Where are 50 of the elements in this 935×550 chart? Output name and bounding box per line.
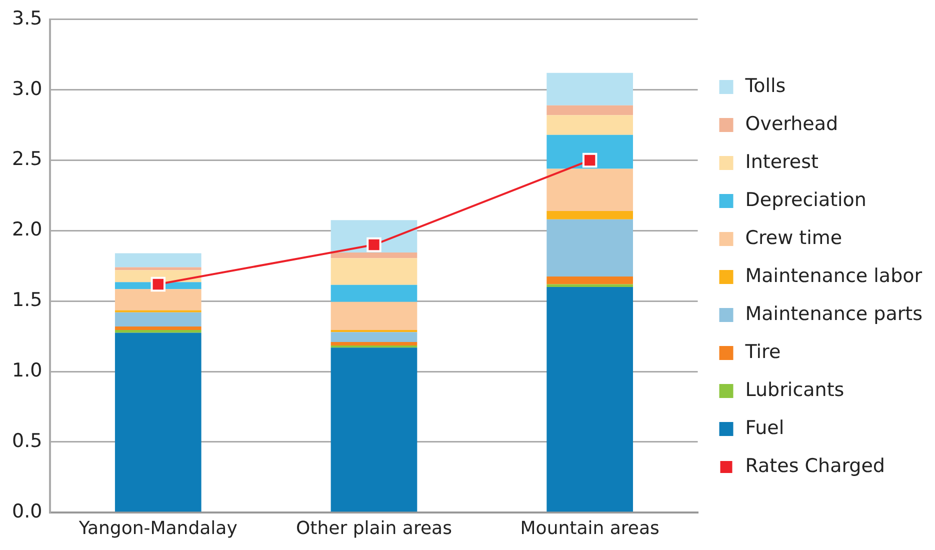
x-tick-label: Yangon-Mandalay [78, 518, 238, 539]
y-tick-label: 1.0 [12, 359, 42, 382]
bar [330, 348, 418, 512]
legend-label: Depreciation [745, 188, 866, 211]
bar [546, 219, 633, 276]
bar [114, 312, 202, 326]
bar [546, 134, 633, 169]
point [582, 152, 598, 168]
legend-label: Tire [744, 340, 781, 363]
bar [330, 252, 418, 258]
bar [114, 326, 202, 330]
bar [546, 168, 633, 211]
y-tick-label: 2.0 [12, 218, 42, 241]
bar [330, 330, 418, 332]
bar [330, 342, 418, 346]
bar [546, 105, 633, 116]
point [366, 237, 382, 252]
bar [330, 302, 418, 330]
legend-label: Rates Charged [745, 454, 885, 477]
bar [330, 258, 418, 285]
y-tick-label: 1.5 [12, 289, 42, 312]
bar [546, 210, 633, 220]
y-tick-label: 3.5 [12, 7, 42, 30]
bar [114, 289, 202, 310]
bar [330, 345, 418, 348]
y-tick-label: 2.5 [12, 148, 42, 170]
legend-label: Tolls [744, 74, 786, 97]
legend-label: Fuel [745, 416, 784, 439]
legend-label: Overhead [745, 112, 838, 135]
y-tick-label: 3.0 [12, 78, 42, 100]
bar [330, 284, 418, 302]
point [150, 276, 166, 292]
y-tick-label: 0.5 [12, 430, 42, 452]
y-tick-label: 0.0 [12, 500, 42, 522]
x-tick-label: Other plain areas [296, 518, 452, 539]
bar [546, 284, 633, 288]
bar [546, 276, 633, 284]
bar [114, 332, 202, 512]
bar [114, 330, 202, 333]
x-tick-label: Mountain areas [520, 518, 660, 539]
legend-label: Interest [745, 150, 818, 173]
bar [546, 115, 633, 135]
bar [114, 253, 202, 268]
legend-label: Lubricants [745, 378, 844, 401]
legend-label: Maintenance parts [745, 302, 923, 325]
bar [330, 332, 418, 342]
legend-label: Maintenance labor [745, 264, 922, 287]
legend-label: Crew time [745, 226, 842, 249]
bar [546, 72, 633, 106]
bar [546, 287, 633, 512]
